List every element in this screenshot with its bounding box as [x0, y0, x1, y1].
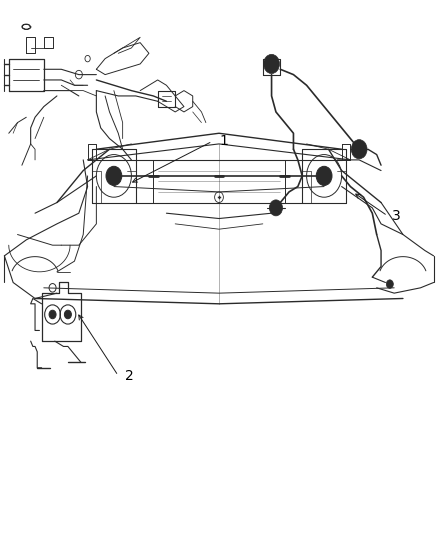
Text: 2: 2	[125, 369, 134, 383]
Circle shape	[264, 54, 279, 74]
Text: 3: 3	[392, 209, 401, 223]
Circle shape	[49, 310, 56, 319]
Circle shape	[269, 200, 283, 216]
Text: 1: 1	[219, 134, 228, 148]
Circle shape	[64, 310, 71, 319]
Circle shape	[386, 280, 393, 288]
Circle shape	[316, 166, 332, 185]
Circle shape	[351, 140, 367, 159]
Circle shape	[106, 166, 122, 185]
